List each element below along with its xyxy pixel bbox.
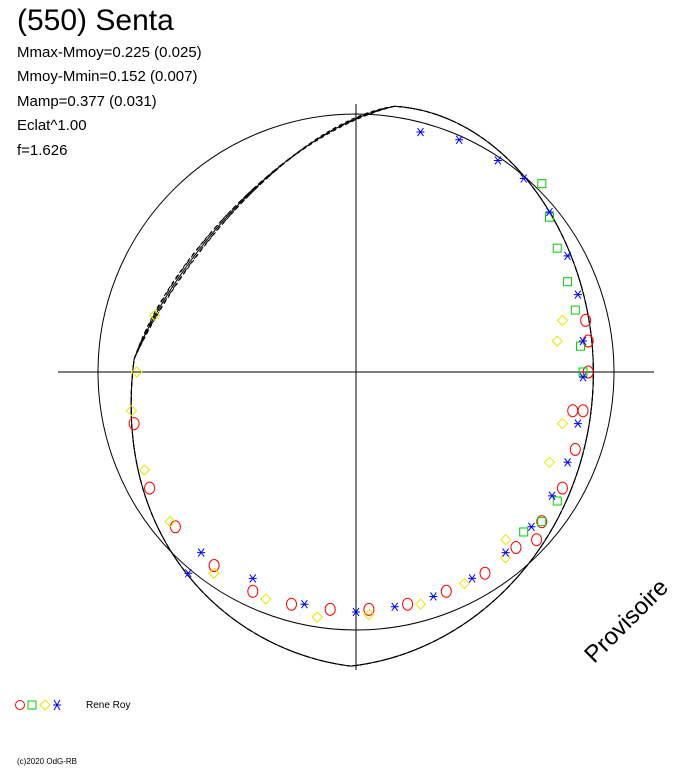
legend-star-icon — [53, 699, 61, 711]
legend: Rene Roy — [14, 697, 130, 713]
data-point-series2-9 — [414, 598, 427, 610]
stat-mmoy-mmin: Mmoy-Mmin=0.152 (0.007) — [17, 68, 198, 85]
data-point-series2-16 — [499, 533, 512, 546]
data-point-series0-18 — [580, 313, 592, 327]
data-point-series0-4 — [247, 584, 259, 598]
data-point-series3-18 — [300, 599, 309, 609]
mean-curve-2 — [130, 105, 594, 667]
data-point-series1-6 — [578, 367, 588, 377]
data-point-series3-2 — [493, 156, 502, 165]
data-point-series2-2 — [125, 404, 138, 417]
data-point-series3-6 — [573, 290, 582, 299]
data-point-series0-5 — [286, 597, 297, 611]
data-point-series2-14 — [551, 335, 563, 347]
data-point-series0-19 — [567, 404, 579, 418]
data-point-series3-19 — [248, 574, 257, 583]
data-point-series0-8 — [402, 597, 414, 611]
data-point-series3-17 — [352, 607, 360, 617]
data-point-series0-2 — [169, 520, 181, 534]
data-point-series0-6 — [324, 602, 336, 616]
data-point-series0-12 — [536, 515, 548, 529]
data-point-series2-1 — [130, 366, 143, 378]
data-point-series3-4 — [545, 207, 554, 217]
data-point-series0-14 — [569, 442, 581, 456]
data-point-series0-20 — [531, 533, 543, 547]
data-point-series3-8 — [579, 372, 588, 382]
stat-eclat: Eclat^1.00 — [17, 117, 87, 134]
mean-curve-4 — [130, 105, 594, 667]
data-point-series2-10 — [458, 577, 471, 590]
data-point-series2-12 — [543, 456, 556, 469]
data-point-series1-3 — [563, 277, 573, 287]
legend-circle-icon — [15, 700, 25, 710]
legend-diamond-icon — [39, 699, 51, 711]
data-point-series1-5 — [575, 341, 585, 351]
data-point-series3-14 — [468, 574, 477, 583]
copyright-notice: (c)2020 OdG-RB — [17, 757, 78, 766]
data-point-series2-15 — [556, 314, 569, 327]
data-point-series3-7 — [579, 336, 588, 346]
data-point-series0-13 — [556, 481, 568, 495]
data-point-series0-9 — [440, 584, 452, 598]
data-point-series0-16 — [582, 365, 594, 379]
data-point-series3-1 — [455, 135, 464, 145]
data-point-series3-20 — [197, 548, 206, 557]
data-point-series1-7 — [552, 496, 562, 506]
data-point-series3-16 — [390, 602, 399, 612]
data-point-series1-9 — [519, 527, 529, 537]
data-point-series1-8 — [537, 517, 547, 527]
stat-mmax-mmoy: Mmax-Mmoy=0.225 (0.025) — [17, 44, 202, 61]
legend-label: Rene Roy — [86, 699, 131, 711]
data-point-series2-5 — [208, 567, 220, 579]
data-point-series2-11 — [499, 552, 512, 564]
data-point-series2-0 — [149, 309, 161, 321]
data-point-series0-11 — [510, 540, 522, 554]
data-point-series2-7 — [311, 611, 324, 623]
mean-curves — [130, 105, 594, 667]
data-point-series3-12 — [527, 522, 536, 532]
data-point-series3-10 — [563, 458, 572, 467]
data-point-series0-3 — [208, 559, 220, 572]
data-point-series1-0 — [537, 179, 547, 189]
data-point-series0-10 — [479, 566, 491, 580]
data-point-series3-11 — [548, 491, 557, 501]
data-point-series1-4 — [570, 305, 580, 315]
data-point-series2-4 — [164, 515, 176, 528]
data-point-series3-21 — [184, 568, 193, 578]
stat-frequency: f=1.626 — [17, 142, 68, 159]
reference-circle — [97, 113, 615, 631]
data-point-series3-0 — [416, 127, 425, 137]
mean-curve-1 — [130, 105, 594, 667]
data-point-series2-6 — [259, 593, 272, 605]
legend-square-icon — [27, 700, 37, 710]
data-point-series2-3 — [138, 464, 151, 476]
data-point-series3-9 — [573, 419, 582, 428]
data-point-series2-13 — [556, 417, 569, 430]
data-point-series0-1 — [144, 481, 156, 495]
data-point-series1-1 — [545, 212, 554, 222]
data-point-series0-0 — [128, 417, 140, 431]
data-point-series3-5 — [563, 251, 572, 261]
data-point-series0-7 — [363, 602, 375, 616]
stat-mamp: Mamp=0.377 (0.031) — [17, 93, 157, 110]
legend-symbols — [15, 699, 61, 711]
data-point-series3-15 — [429, 592, 438, 601]
data-point-series0-15 — [577, 404, 589, 418]
page-title: (550) Senta — [17, 4, 174, 37]
mean-curve-3 — [130, 105, 594, 667]
data-point-series2-8 — [363, 608, 375, 621]
mean-curve-0 — [130, 105, 594, 667]
data-point-series3-3 — [519, 174, 528, 183]
data-point-series3-13 — [501, 548, 510, 557]
data-point-series1-2 — [552, 243, 562, 253]
observation-points — [125, 127, 594, 623]
